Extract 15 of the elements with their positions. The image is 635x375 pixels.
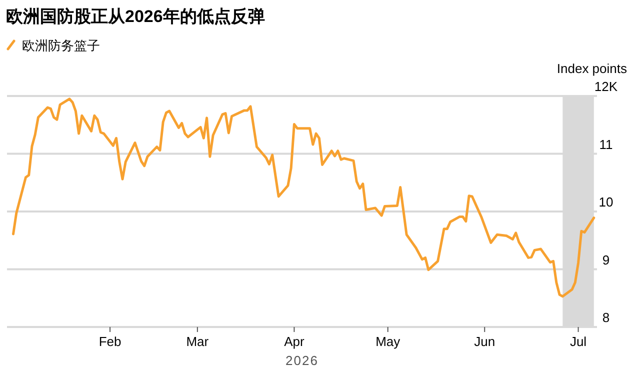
chart-title: 欧洲国防股正从2026年的低点反弹 bbox=[6, 7, 265, 26]
x-tick-label: Mar bbox=[186, 334, 210, 349]
x-tick-label: Jun bbox=[474, 334, 496, 349]
x-tick-label: Feb bbox=[98, 334, 122, 349]
y-tick-label: 11 bbox=[599, 136, 613, 152]
x-tick-label: May bbox=[376, 334, 401, 349]
y-tick-label: 8 bbox=[602, 310, 610, 325]
x-tick-label: Jul bbox=[570, 334, 587, 349]
x-tick-label: Apr bbox=[284, 334, 305, 349]
x-axis-title: 2026 bbox=[286, 353, 318, 368]
legend-label: 欧洲防务篮子 bbox=[22, 38, 100, 53]
y-tick-label: 10 bbox=[598, 194, 614, 210]
y-tick-label: 12K bbox=[594, 79, 618, 94]
y-tick-label: 9 bbox=[602, 252, 610, 268]
y-axis-title: Index points bbox=[556, 61, 628, 76]
